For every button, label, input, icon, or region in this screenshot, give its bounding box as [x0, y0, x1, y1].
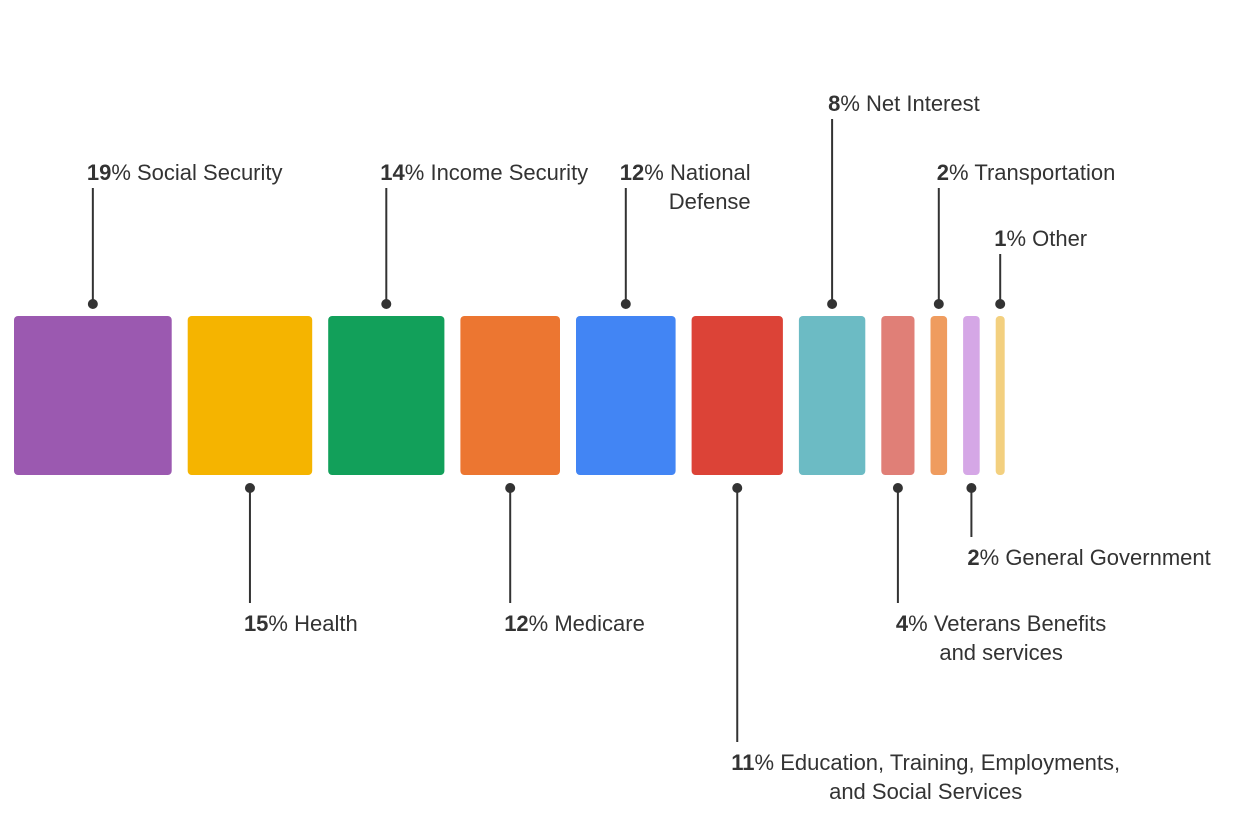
leader-dot-education-training-employments-and-social-services — [732, 483, 743, 493]
data-label-net-interest: 8% Net Interest — [828, 91, 980, 116]
data-label-education-training-employments-and-social-services: 11% Education, Training, Employments, — [731, 750, 1120, 775]
bar-general-government — [963, 316, 980, 475]
data-label-value: 12 — [504, 611, 528, 636]
data-label-line-veterans-benefits-and-services: and services — [939, 640, 1063, 665]
data-label-value: 4 — [896, 611, 909, 636]
data-label-value: 15 — [244, 611, 268, 636]
data-label-value: 14 — [380, 160, 405, 185]
leader-dot-medicare — [505, 483, 516, 493]
leader-dot-income-security — [381, 299, 392, 309]
leader-dot-transportation — [933, 299, 944, 309]
leader-dot-veterans-benefits-and-services — [892, 483, 903, 493]
data-label-value: 19 — [87, 160, 111, 185]
data-label-other: 1% Other — [994, 226, 1087, 251]
bar-health — [187, 316, 313, 475]
leader-dot-other — [995, 299, 1006, 309]
data-label-category: % Health — [268, 611, 357, 636]
data-label-veterans-benefits-and-services: 4% Veterans Benefits — [896, 611, 1106, 636]
data-label-transportation: 2% Transportation — [937, 160, 1116, 185]
bar-national-defense — [576, 316, 676, 475]
data-label-value: 2 — [937, 160, 949, 185]
data-label-category: % General Government — [980, 545, 1211, 570]
data-label-value: 1 — [994, 226, 1006, 251]
bar-net-interest — [798, 316, 866, 475]
data-label-value: 2 — [967, 545, 979, 570]
bar-other — [995, 316, 1005, 475]
bar-transportation — [930, 316, 948, 475]
data-label-category: % Social Security — [111, 160, 282, 185]
data-label-category: % Education, Training, Employments, — [755, 750, 1121, 775]
data-label-value: 11 — [731, 750, 754, 775]
data-label-value: 8 — [828, 91, 840, 116]
data-label-category: % Transportation — [949, 160, 1115, 185]
leader-dot-social-security — [87, 299, 98, 309]
data-label-medicare: 12% Medicare — [504, 611, 645, 636]
data-label-income-security: 14% Income Security — [380, 160, 588, 185]
data-label-category: % Income Security — [405, 160, 588, 185]
data-label-national-defense: 12% National — [620, 160, 751, 185]
leader-dot-net-interest — [827, 299, 838, 309]
bar-income-security — [328, 316, 445, 475]
data-label-line-education-training-employments-and-social-services: and Social Services — [829, 779, 1022, 804]
bar-veterans-benefits-and-services — [881, 316, 915, 475]
data-label-value: 12 — [620, 160, 644, 185]
data-label-line-national-defense: Defense — [669, 189, 751, 214]
data-label-health: 15% Health — [244, 611, 358, 636]
data-label-general-government: 2% General Government — [967, 545, 1210, 570]
data-label-category: % Other — [1006, 226, 1087, 251]
bar-social-security — [14, 316, 172, 475]
data-label-category: % Veterans Benefits — [908, 611, 1106, 636]
data-label-category: % Medicare — [529, 611, 645, 636]
data-label-social-security: 19% Social Security — [87, 160, 283, 185]
leader-dot-national-defense — [620, 299, 631, 309]
bar-education-training-employments-and-social-services — [691, 316, 783, 475]
leader-dot-general-government — [966, 483, 977, 493]
data-label-category: % National — [644, 160, 750, 185]
data-label-category: % Net Interest — [840, 91, 979, 116]
leader-dot-health — [244, 483, 255, 493]
bar-medicare — [460, 316, 560, 475]
